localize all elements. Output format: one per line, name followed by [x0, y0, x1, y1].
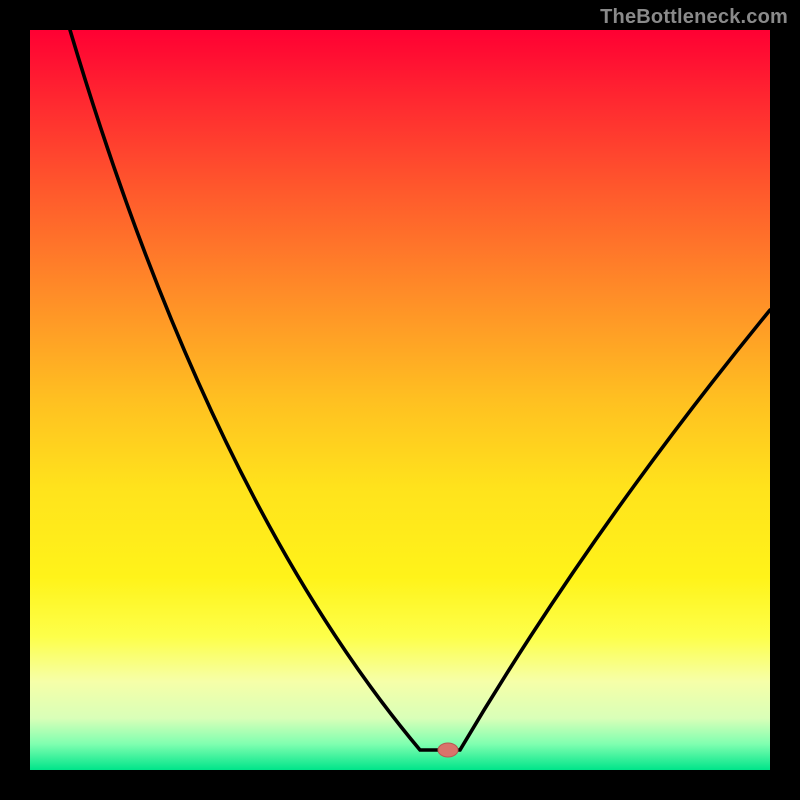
chart-plot-area [30, 30, 770, 770]
optimal-point-marker [438, 743, 458, 757]
bottleneck-chart-svg [30, 30, 770, 770]
watermark-text: TheBottleneck.com [600, 6, 788, 29]
gradient-background [30, 30, 770, 770]
chart-outer-frame: TheBottleneck.com [0, 0, 800, 800]
